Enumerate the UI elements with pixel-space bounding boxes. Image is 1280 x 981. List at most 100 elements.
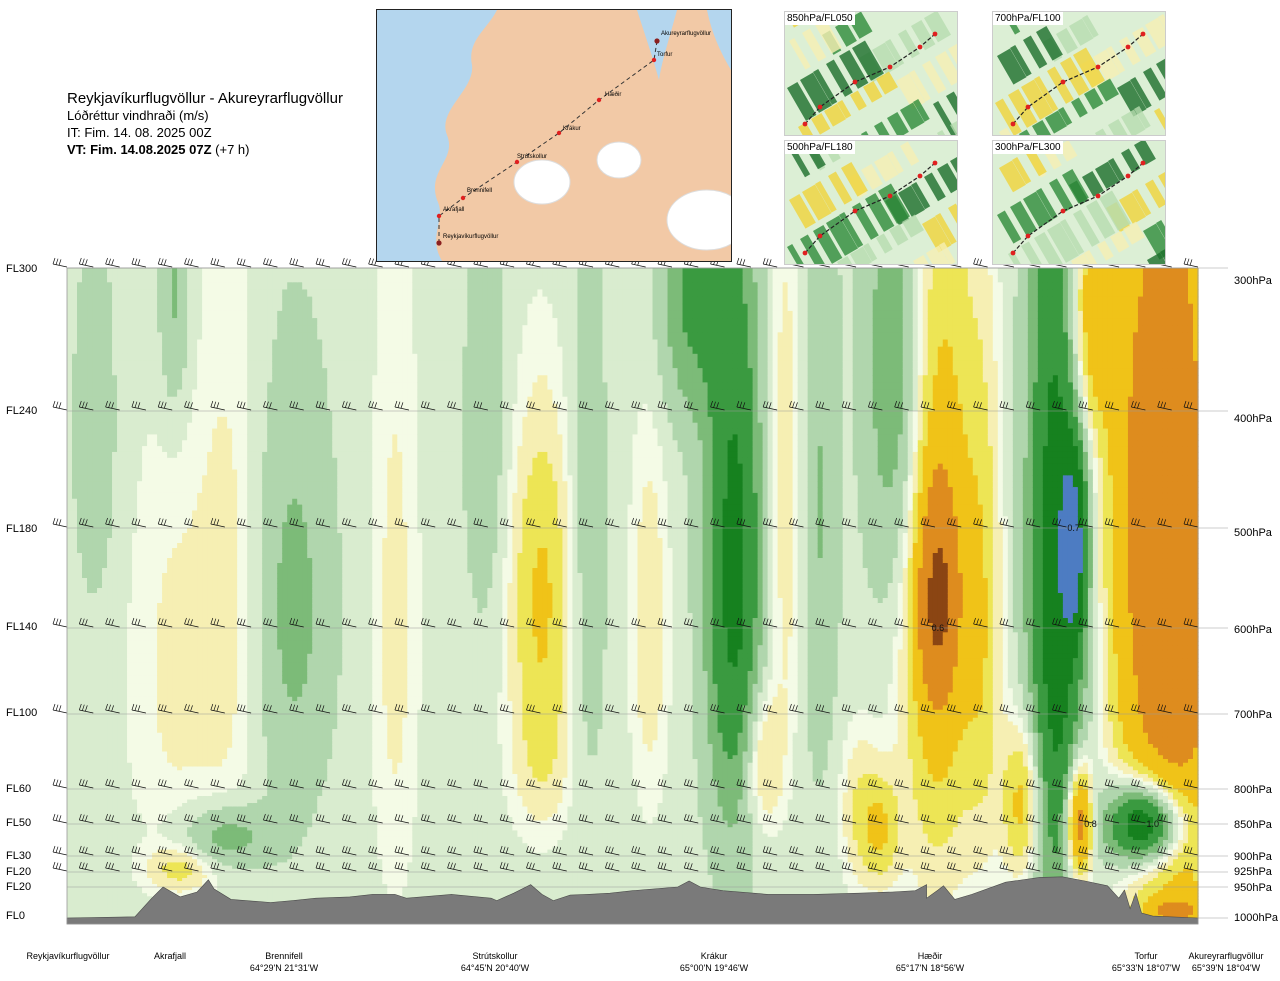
heat-cell <box>97 722 103 726</box>
heat-cell <box>67 470 73 476</box>
heat-cell <box>107 548 113 554</box>
heat-cell <box>107 446 113 452</box>
heat-cell <box>87 470 93 476</box>
heat-cell <box>87 568 93 574</box>
heat-cell <box>67 593 73 599</box>
heat-cell <box>97 289 103 297</box>
heat-cell <box>72 516 78 522</box>
heat-cell <box>107 318 113 326</box>
heat-cell <box>77 275 83 283</box>
heat-cell <box>67 325 73 333</box>
heat-cell <box>82 675 88 680</box>
heat-cell <box>102 680 108 685</box>
heat-cell <box>112 667 118 672</box>
heat-cell <box>77 637 83 642</box>
heat-cell <box>82 354 88 362</box>
heat-cell <box>72 684 78 689</box>
heat-cell <box>82 763 88 767</box>
heat-cell <box>87 744 93 748</box>
heat-cell <box>67 499 73 505</box>
heat-cell <box>77 722 83 726</box>
heat-cell <box>102 671 108 676</box>
heat-cell <box>72 810 78 814</box>
heat-cell <box>92 516 98 522</box>
heat-cell <box>97 714 103 718</box>
heat-cell <box>112 725 118 729</box>
heat-cell <box>82 297 88 305</box>
heat-cell <box>112 722 118 726</box>
heat-cell <box>82 275 88 283</box>
heat-cell <box>97 553 103 559</box>
heat-cell <box>92 755 98 759</box>
heat-cell <box>97 543 103 549</box>
heat-cell <box>97 568 103 574</box>
heat-cell <box>87 641 93 646</box>
heat-cell <box>72 603 78 609</box>
heat-cell <box>87 654 93 659</box>
heat-cell <box>92 411 98 417</box>
heat-cell <box>82 548 88 554</box>
heat-cell <box>67 573 73 579</box>
heat-cell <box>102 332 108 340</box>
heat-cell <box>77 632 83 637</box>
heat-cell <box>87 778 93 782</box>
heat-cell <box>97 671 103 676</box>
heat-cell <box>77 588 83 594</box>
heat-cell <box>102 662 108 667</box>
heat-cell <box>97 332 103 340</box>
heat-cell <box>97 654 103 659</box>
heat-cell <box>87 705 93 710</box>
heat-cell <box>92 810 98 814</box>
heat-cell <box>92 404 98 412</box>
heat-cell <box>72 767 78 771</box>
heat-cell <box>72 618 78 624</box>
heat-cell <box>102 275 108 283</box>
heat-cell <box>102 588 108 594</box>
heat-cell <box>97 318 103 326</box>
heat-cell <box>82 770 88 774</box>
heat-cell <box>102 297 108 305</box>
heat-cell <box>82 510 88 516</box>
heat-cell <box>82 748 88 752</box>
heat-cell <box>87 440 93 446</box>
heat-cell <box>87 434 93 440</box>
heat-cell <box>102 390 108 398</box>
heat-cell <box>72 289 78 297</box>
heat-cell <box>72 737 78 741</box>
heat-cell <box>102 470 108 476</box>
heat-cell <box>92 770 98 774</box>
heat-cell <box>82 603 88 609</box>
heat-cell <box>87 667 93 672</box>
heat-cell <box>107 755 113 759</box>
heat-cell <box>112 452 118 458</box>
heat-cell <box>67 297 73 305</box>
heat-cell <box>67 354 73 362</box>
heat-cell <box>77 718 83 722</box>
heat-cell <box>107 429 113 435</box>
heat-cell <box>112 499 118 505</box>
heat-cell <box>72 697 78 702</box>
heat-cell <box>67 618 73 624</box>
heat-cell <box>72 778 78 782</box>
heat-cell <box>82 578 88 584</box>
heat-cell <box>102 796 108 800</box>
heat-cell <box>87 789 93 793</box>
heat-cell <box>112 658 118 663</box>
heat-cell <box>82 440 88 446</box>
heat-cell <box>77 667 83 672</box>
heat-cell <box>102 481 108 487</box>
heat-cell <box>107 645 113 650</box>
heat-cell <box>92 282 98 290</box>
heat-cell <box>107 268 113 276</box>
heat-cell <box>67 446 73 452</box>
heat-cell <box>92 740 98 744</box>
heat-cell <box>102 311 108 319</box>
heat-cell <box>92 475 98 481</box>
heat-cell <box>82 752 88 756</box>
heat-cell <box>92 641 98 646</box>
heat-cell <box>102 475 108 481</box>
heat-cell <box>97 510 103 516</box>
heat-cell <box>77 583 83 589</box>
heat-cell <box>72 740 78 744</box>
heat-cell <box>102 759 108 763</box>
